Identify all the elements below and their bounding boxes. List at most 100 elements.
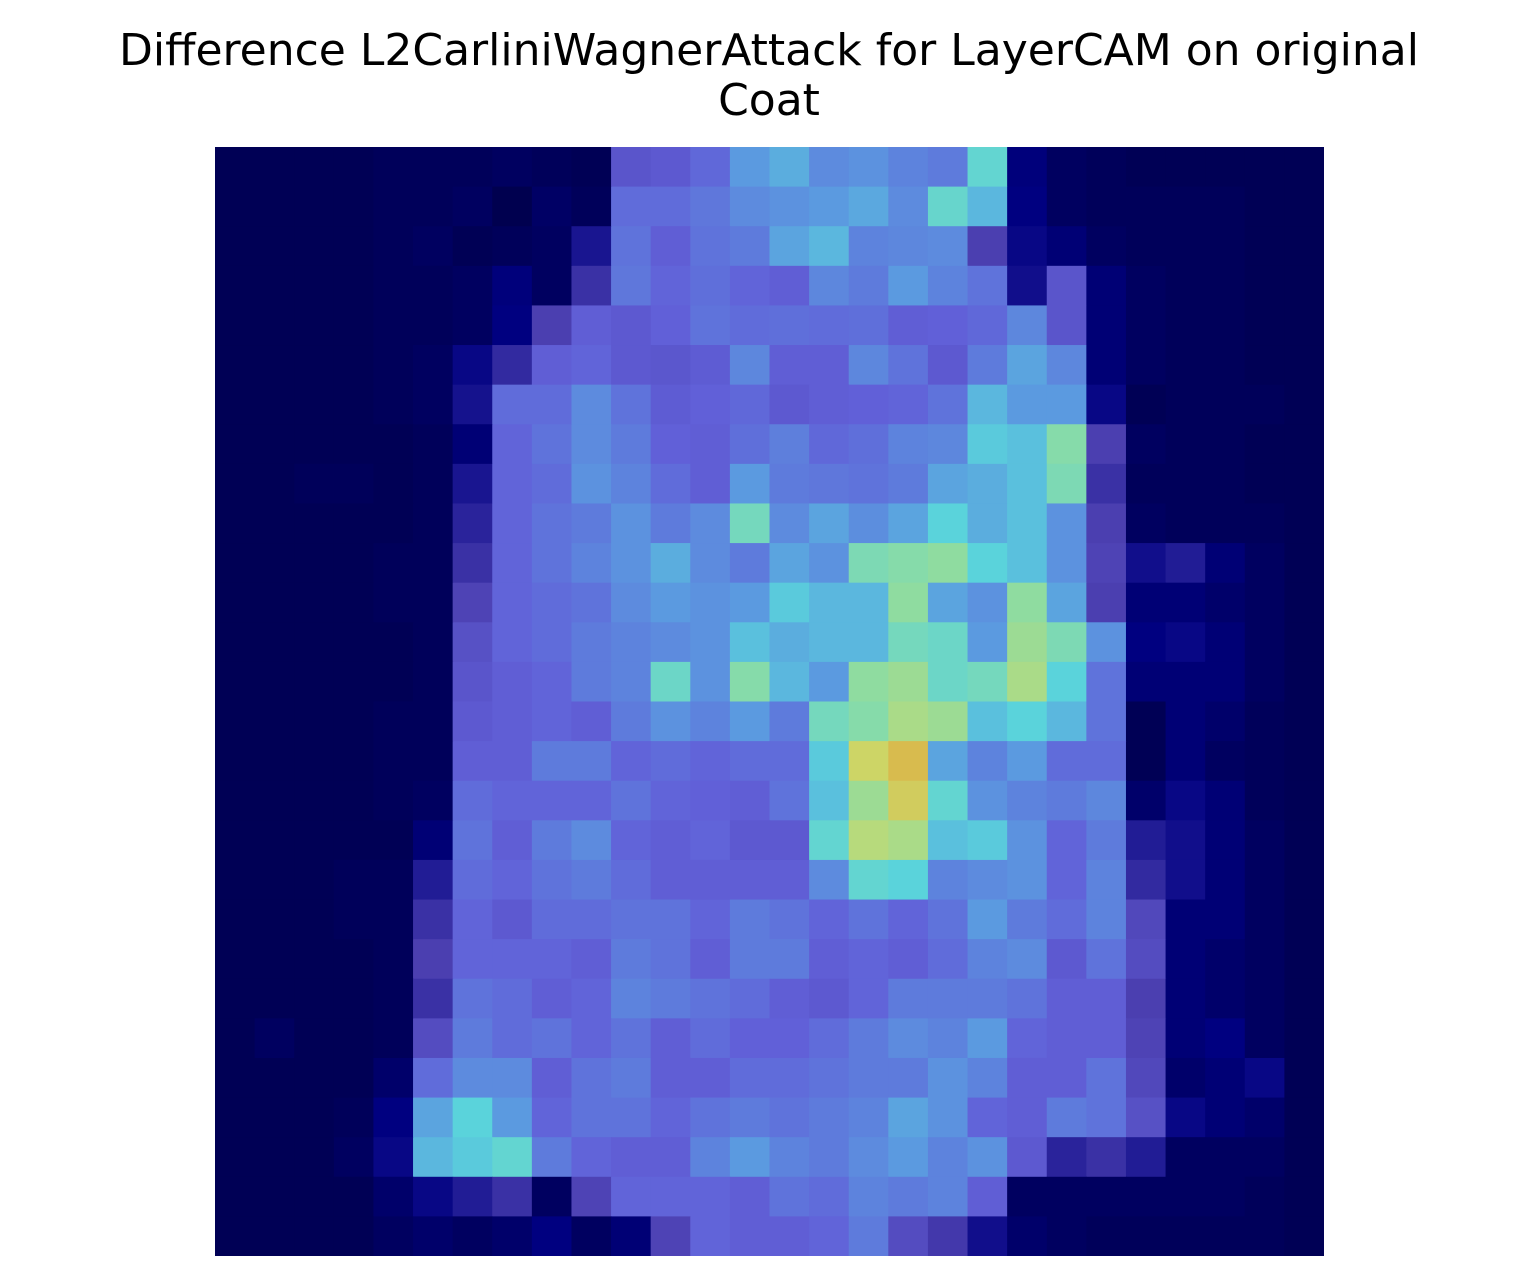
- heatmap-cell-r5-c7: [492, 345, 533, 386]
- heatmap-cell-r9-c15: [809, 503, 850, 544]
- heatmap-cell-r25-c5: [413, 1137, 454, 1178]
- heatmap-cell-r10-c7: [492, 543, 533, 584]
- heatmap-cell-r15-c4: [373, 741, 414, 782]
- heatmap-cell-r25-c21: [1046, 1137, 1087, 1178]
- heatmap-cell-r9-c6: [452, 503, 493, 544]
- heatmap-cell-r18-c27: [1284, 859, 1324, 901]
- heatmap-cell-r16-c19: [967, 780, 1008, 821]
- heatmap-cell-r25-c16: [848, 1137, 889, 1178]
- heatmap-cell-r16-c11: [650, 780, 691, 821]
- heatmap-cell-r7-c20: [1007, 424, 1048, 465]
- heatmap-cell-r12-c27: [1284, 622, 1324, 663]
- heatmap-cell-r22-c24: [1165, 1018, 1206, 1059]
- heatmap-cell-r1-c10: [611, 186, 652, 227]
- heatmap-cell-r26-c14: [769, 1176, 810, 1217]
- heatmap-cell-r20-c27: [1284, 939, 1324, 980]
- heatmap-cell-r24-c9: [571, 1097, 612, 1138]
- heatmap-cell-r6-c1: [254, 384, 295, 425]
- heatmap-cell-r2-c7: [492, 226, 533, 267]
- heatmap-cell-r14-c26: [1244, 701, 1285, 742]
- heatmap-cell-r7-c18: [927, 424, 969, 465]
- heatmap-cell-r27-c4: [373, 1216, 414, 1256]
- heatmap-cell-r16-c12: [690, 780, 731, 821]
- heatmap-cell-r14-c9: [571, 701, 612, 742]
- heatmap-cell-r16-c9: [571, 780, 612, 821]
- heatmap-cell-r14-c20: [1007, 701, 1048, 742]
- heatmap-cell-r27-c8: [531, 1216, 573, 1256]
- heatmap-cell-r2-c15: [809, 226, 850, 267]
- heatmap-cell-r19-c8: [531, 899, 573, 940]
- heatmap-cell-r11-c23: [1125, 582, 1167, 623]
- heatmap-cell-r7-c19: [967, 424, 1008, 465]
- heatmap-cell-r14-c23: [1125, 701, 1167, 742]
- heatmap-cell-r16-c3: [333, 780, 375, 821]
- heatmap-cell-r0-c8: [531, 147, 573, 188]
- heatmap-cell-r3-c23: [1125, 265, 1167, 307]
- heatmap-cell-r10-c25: [1205, 543, 1246, 584]
- heatmap-cell-r3-c4: [373, 265, 414, 307]
- heatmap-cell-r4-c22: [1086, 305, 1127, 346]
- heatmap-cell-r22-c26: [1244, 1018, 1285, 1059]
- heatmap-cell-r10-c24: [1165, 543, 1206, 584]
- heatmap-cell-r7-c2: [294, 424, 335, 465]
- heatmap-cell-r14-c13: [729, 701, 771, 742]
- heatmap-cell-r27-c12: [690, 1216, 731, 1256]
- heatmap-cell-r24-c13: [729, 1097, 771, 1138]
- heatmap-cell-r1-c22: [1086, 186, 1127, 227]
- heatmap-cell-r17-c4: [373, 820, 414, 861]
- heatmap-cell-r22-c15: [809, 1018, 850, 1059]
- heatmap-cell-r21-c15: [809, 978, 850, 1019]
- heatmap-cell-r23-c12: [690, 1057, 731, 1099]
- heatmap-cell-r27-c2: [294, 1216, 335, 1256]
- heatmap-cell-r3-c9: [571, 265, 612, 307]
- heatmap-cell-r15-c25: [1205, 741, 1246, 782]
- heatmap-cell-r0-c4: [373, 147, 414, 188]
- heatmap-cell-r19-c1: [254, 899, 295, 940]
- heatmap-cell-r13-c13: [729, 661, 771, 703]
- heatmap-cell-r5-c4: [373, 345, 414, 386]
- heatmap-cell-r17-c10: [611, 820, 652, 861]
- heatmap-cell-r23-c21: [1046, 1057, 1087, 1099]
- heatmap-cell-r13-c6: [452, 661, 493, 703]
- heatmap-cell-r13-c22: [1086, 661, 1127, 703]
- heatmap-cell-r20-c21: [1046, 939, 1087, 980]
- heatmap-cell-r19-c26: [1244, 899, 1285, 940]
- heatmap-cell-r16-c8: [531, 780, 573, 821]
- heatmap-cell-r5-c20: [1007, 345, 1048, 386]
- heatmap-cell-r8-c5: [413, 463, 454, 505]
- heatmap-cell-r9-c3: [333, 503, 375, 544]
- heatmap-cell-r14-c0: [215, 701, 256, 742]
- heatmap-cell-r11-c19: [967, 582, 1008, 623]
- heatmap-cell-r4-c2: [294, 305, 335, 346]
- heatmap-cell-r6-c24: [1165, 384, 1206, 425]
- heatmap-cell-r4-c20: [1007, 305, 1048, 346]
- heatmap-cell-r1-c18: [927, 186, 969, 227]
- heatmap-cell-r23-c14: [769, 1057, 810, 1099]
- heatmap-cell-r0-c13: [729, 147, 771, 188]
- heatmap-cell-r10-c21: [1046, 543, 1087, 584]
- heatmap-cell-r1-c20: [1007, 186, 1048, 227]
- heatmap-cell-r27-c21: [1046, 1216, 1087, 1256]
- heatmap-cell-r20-c1: [254, 939, 295, 980]
- heatmap-cell-r0-c11: [650, 147, 691, 188]
- heatmap-cell-r9-c5: [413, 503, 454, 544]
- heatmap-cell-r21-c9: [571, 978, 612, 1019]
- heatmap-cell-r22-c10: [611, 1018, 652, 1059]
- heatmap-cell-r0-c10: [611, 147, 652, 188]
- heatmap-cell-r1-c14: [769, 186, 810, 227]
- heatmap-cell-r10-c12: [690, 543, 731, 584]
- heatmap-cell-r19-c9: [571, 899, 612, 940]
- heatmap-cell-r14-c10: [611, 701, 652, 742]
- heatmap-cell-r12-c8: [531, 622, 573, 663]
- heatmap-cell-r16-c20: [1007, 780, 1048, 821]
- heatmap-cell-r17-c23: [1125, 820, 1167, 861]
- heatmap-cell-r26-c24: [1165, 1176, 1206, 1217]
- heatmap-cell-r10-c19: [967, 543, 1008, 584]
- heatmap-cell-r17-c7: [492, 820, 533, 861]
- heatmap-cell-r11-c14: [769, 582, 810, 623]
- heatmap-cell-r17-c14: [769, 820, 810, 861]
- heatmap-cell-r4-c25: [1205, 305, 1246, 346]
- heatmap-cell-r27-c19: [967, 1216, 1008, 1256]
- heatmap-cell-r0-c26: [1244, 147, 1285, 188]
- heatmap-cell-r24-c27: [1284, 1097, 1324, 1138]
